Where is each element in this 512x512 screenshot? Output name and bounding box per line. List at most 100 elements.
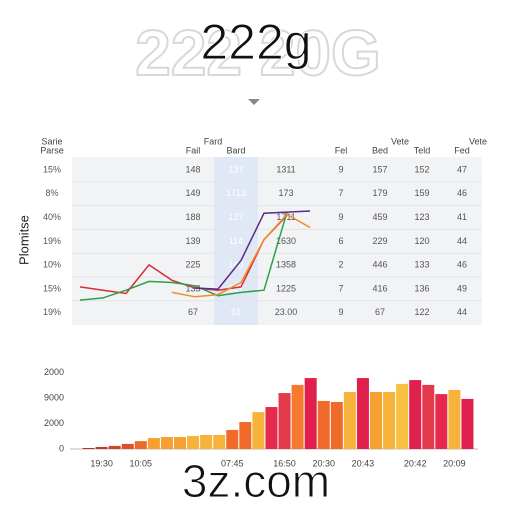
bar bbox=[121, 443, 134, 449]
x-tick-label: 20:42 bbox=[404, 458, 427, 468]
table-cell: 9 bbox=[338, 307, 343, 317]
caret bbox=[248, 99, 260, 105]
bar bbox=[173, 437, 187, 449]
x-tick-label: 07:45 bbox=[221, 458, 244, 468]
header-label: Fard bbox=[204, 136, 223, 146]
bar bbox=[330, 401, 343, 449]
header-label: Sarie bbox=[41, 136, 62, 146]
table-cell: 136 bbox=[414, 283, 429, 293]
table-cell: 41 bbox=[457, 212, 467, 222]
table-cell: 133 bbox=[185, 283, 200, 293]
table-cell: 9 bbox=[338, 212, 343, 222]
table-cell: 225 bbox=[185, 260, 200, 270]
table-cell: 9 bbox=[338, 164, 343, 174]
watermark: 3z.com bbox=[182, 455, 330, 507]
x-tick-label: 16:50 bbox=[273, 458, 296, 468]
bar bbox=[108, 445, 121, 449]
bar bbox=[356, 378, 369, 449]
header-label: Teld bbox=[414, 145, 431, 155]
row-label: 15% bbox=[43, 283, 61, 293]
bar bbox=[435, 394, 448, 449]
header-label: Bed bbox=[372, 145, 388, 155]
bar bbox=[226, 429, 239, 449]
header-label: Bard bbox=[226, 145, 245, 155]
table-cell: 7 bbox=[338, 188, 343, 198]
x-tick-label: 20:30 bbox=[312, 458, 335, 468]
bar bbox=[95, 446, 108, 449]
table-cell: 44 bbox=[457, 307, 467, 317]
table-cell: 139 bbox=[185, 236, 200, 246]
table-cell: 188 bbox=[185, 212, 200, 222]
bar bbox=[187, 436, 200, 449]
bar bbox=[343, 392, 356, 449]
row-label: 15% bbox=[43, 164, 61, 174]
table-cell: 61 bbox=[231, 307, 241, 317]
x-tick-label: 10:05 bbox=[130, 458, 153, 468]
table-cell: 157 bbox=[372, 164, 387, 174]
table-cell: 44 bbox=[457, 236, 467, 246]
table-cell: 1630 bbox=[276, 236, 296, 246]
table-cell: 47 bbox=[457, 164, 467, 174]
table-cell: 6 bbox=[338, 236, 343, 246]
row-label: 40% bbox=[43, 212, 61, 222]
bar bbox=[265, 407, 278, 449]
table-cell: 159 bbox=[414, 188, 429, 198]
bar bbox=[409, 380, 422, 449]
y-tick-label: 2000 bbox=[44, 418, 64, 428]
table-cell: 148 bbox=[185, 164, 200, 174]
table-cell: 1358 bbox=[276, 260, 296, 270]
bar bbox=[134, 441, 147, 449]
bar bbox=[304, 378, 317, 449]
table-cell: 127 bbox=[228, 212, 243, 222]
table-cell: 179 bbox=[372, 188, 387, 198]
line-series bbox=[171, 213, 311, 298]
side-label: Plomitse bbox=[16, 215, 31, 265]
bar bbox=[252, 412, 265, 449]
header-label: Vete bbox=[391, 136, 409, 146]
ghost-title: 222 20G bbox=[135, 17, 381, 89]
header-label: Fed bbox=[454, 145, 470, 155]
bar bbox=[448, 390, 461, 449]
bar bbox=[317, 400, 330, 449]
bar bbox=[239, 422, 252, 449]
table-cell: 46 bbox=[457, 260, 467, 270]
table-cell: 173 bbox=[278, 188, 293, 198]
table-cell: 1713 bbox=[226, 188, 246, 198]
x-tick-label: 20:43 bbox=[352, 458, 375, 468]
table-cell: 120 bbox=[414, 236, 429, 246]
bar bbox=[396, 383, 409, 449]
x-tick-label: 20:09 bbox=[443, 458, 466, 468]
header-label: Fel bbox=[335, 145, 348, 155]
table-cell: 49 bbox=[457, 283, 467, 293]
header-label: Vete bbox=[469, 136, 487, 146]
table-cell: 152 bbox=[414, 164, 429, 174]
table-cell: 149 bbox=[185, 188, 200, 198]
table-cell: 123 bbox=[414, 212, 429, 222]
bar bbox=[213, 435, 226, 449]
line-series bbox=[194, 210, 311, 290]
table-cell: 67 bbox=[188, 307, 198, 317]
table-cell: 122 bbox=[414, 307, 429, 317]
table-cell: 46 bbox=[457, 188, 467, 198]
table-cell: 446 bbox=[372, 260, 387, 270]
bar bbox=[82, 447, 95, 449]
bar bbox=[369, 392, 383, 449]
bar bbox=[147, 438, 160, 449]
table-cell: 1225 bbox=[276, 283, 296, 293]
table-cell: 133 bbox=[414, 260, 429, 270]
row-label: 8% bbox=[45, 188, 58, 198]
bar bbox=[160, 437, 173, 449]
y-tick-label: 9000 bbox=[44, 392, 64, 402]
table-panel bbox=[72, 157, 482, 325]
table-cell: 1311 bbox=[276, 164, 295, 174]
row-label: 10% bbox=[43, 260, 61, 270]
row-label: 19% bbox=[43, 236, 61, 246]
y-tick-label: 0 bbox=[59, 443, 64, 453]
x-tick-label: 19:30 bbox=[90, 458, 113, 468]
bar bbox=[278, 393, 291, 449]
y-tick-label: 2000 bbox=[44, 367, 64, 377]
header-label: Fail bbox=[186, 145, 201, 155]
table-cell: 67 bbox=[375, 307, 385, 317]
bar bbox=[200, 435, 213, 449]
